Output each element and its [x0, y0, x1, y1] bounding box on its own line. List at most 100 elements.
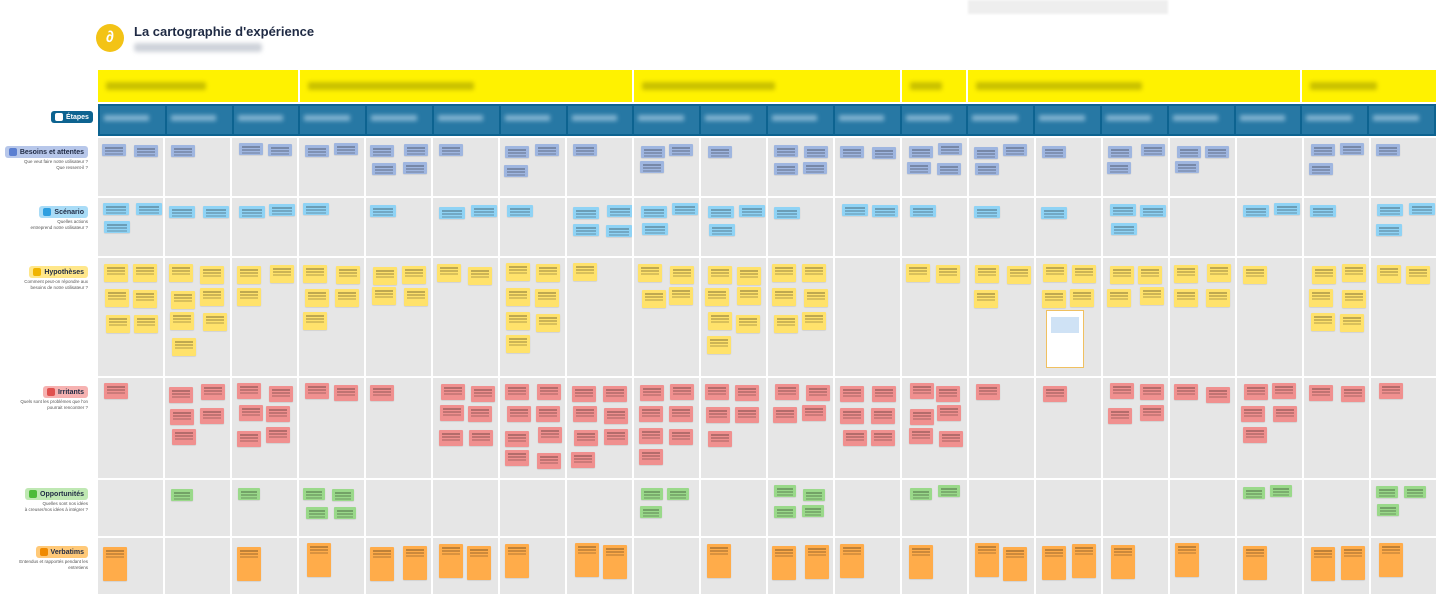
sticky-note[interactable] — [104, 221, 130, 233]
cell-opportunites-5[interactable] — [366, 480, 431, 536]
sticky-note[interactable] — [642, 223, 668, 235]
sticky-note[interactable] — [1174, 384, 1198, 400]
sticky-note[interactable] — [237, 547, 261, 581]
sticky-note[interactable] — [303, 265, 327, 283]
cell-irritants-1[interactable] — [98, 378, 163, 478]
sticky-note[interactable] — [171, 145, 195, 157]
sticky-note[interactable] — [909, 428, 933, 444]
sticky-note[interactable] — [639, 428, 663, 444]
sticky-note[interactable] — [1110, 204, 1136, 216]
cell-irritants-19[interactable] — [1304, 378, 1369, 478]
sticky-note[interactable] — [670, 266, 694, 284]
cell-hypotheses-20[interactable] — [1371, 258, 1436, 376]
cell-verbatims-4[interactable] — [299, 538, 364, 594]
sticky-note[interactable] — [804, 289, 828, 307]
cell-irritants-12[interactable] — [835, 378, 900, 478]
cell-hypotheses-4[interactable] — [299, 258, 364, 376]
sticky-note[interactable] — [909, 545, 933, 579]
sticky-note[interactable] — [469, 430, 493, 446]
sticky-note[interactable] — [506, 335, 530, 353]
sticky-note[interactable] — [103, 547, 127, 581]
cell-besoins-14[interactable] — [969, 138, 1034, 196]
sticky-note[interactable] — [1340, 143, 1364, 155]
sticky-note[interactable] — [538, 427, 562, 443]
sticky-note[interactable] — [939, 431, 963, 447]
cell-opportunites-8[interactable] — [567, 480, 632, 536]
sticky-note[interactable] — [575, 543, 599, 577]
sticky-note[interactable] — [467, 546, 491, 580]
cell-verbatims-17[interactable] — [1170, 538, 1235, 594]
sticky-note[interactable] — [1043, 386, 1067, 402]
cell-besoins-16[interactable] — [1103, 138, 1168, 196]
sticky-note[interactable] — [200, 408, 224, 424]
sticky-note[interactable] — [709, 224, 735, 236]
sticky-note[interactable] — [640, 506, 662, 518]
cell-scenario-14[interactable] — [969, 198, 1034, 256]
sticky-note[interactable] — [1110, 383, 1134, 399]
sticky-note[interactable] — [239, 405, 263, 421]
cell-besoins-5[interactable] — [366, 138, 431, 196]
sticky-note[interactable] — [975, 265, 999, 283]
cell-irritants-7[interactable] — [500, 378, 565, 478]
cell-irritants-3[interactable] — [232, 378, 297, 478]
cell-irritants-5[interactable] — [366, 378, 431, 478]
sticky-note[interactable] — [404, 288, 428, 306]
sticky-note[interactable] — [571, 452, 595, 468]
cell-hypotheses-9[interactable] — [634, 258, 699, 376]
sticky-note[interactable] — [1377, 204, 1403, 216]
cell-opportunites-6[interactable] — [433, 480, 498, 536]
sticky-note[interactable] — [1140, 405, 1164, 421]
cell-irritants-20[interactable] — [1371, 378, 1436, 478]
cell-opportunites-13[interactable] — [902, 480, 967, 536]
sticky-note[interactable] — [805, 545, 829, 579]
sticky-note[interactable] — [1140, 287, 1164, 305]
sticky-note[interactable] — [1111, 223, 1137, 235]
sticky-note[interactable] — [907, 162, 931, 174]
cell-scenario-18[interactable] — [1237, 198, 1302, 256]
sticky-note[interactable] — [200, 266, 224, 284]
sticky-note[interactable] — [506, 288, 530, 306]
cell-scenario-10[interactable] — [701, 198, 766, 256]
cell-irritants-9[interactable] — [634, 378, 699, 478]
cell-scenario-4[interactable] — [299, 198, 364, 256]
sticky-note[interactable] — [1341, 386, 1365, 402]
sticky-note[interactable] — [910, 383, 934, 399]
sticky-note[interactable] — [936, 386, 960, 402]
cell-opportunites-1[interactable] — [98, 480, 163, 536]
sticky-note[interactable] — [1377, 265, 1401, 283]
sticky-note[interactable] — [134, 145, 158, 157]
sticky-note[interactable] — [102, 144, 126, 156]
sticky-note[interactable] — [1070, 289, 1094, 307]
sticky-note[interactable] — [1243, 427, 1267, 443]
sticky-note[interactable] — [1311, 144, 1335, 156]
sticky-note[interactable] — [1243, 546, 1267, 580]
sticky-note[interactable] — [305, 383, 329, 399]
cell-scenario-2[interactable] — [165, 198, 230, 256]
sticky-note[interactable] — [1206, 289, 1230, 307]
sticky-note[interactable] — [1205, 146, 1229, 158]
sticky-note[interactable] — [1140, 205, 1166, 217]
cell-verbatims-3[interactable] — [232, 538, 297, 594]
cell-verbatims-16[interactable] — [1103, 538, 1168, 594]
sticky-note[interactable] — [1272, 383, 1296, 399]
sticky-note[interactable] — [872, 147, 896, 159]
sticky-note[interactable] — [266, 406, 290, 422]
cell-verbatims-8[interactable] — [567, 538, 632, 594]
sticky-note[interactable] — [1406, 266, 1430, 284]
cell-scenario-20[interactable] — [1371, 198, 1436, 256]
sticky-note[interactable] — [735, 385, 759, 401]
sticky-note[interactable] — [403, 546, 427, 580]
cell-scenario-5[interactable] — [366, 198, 431, 256]
sticky-note[interactable] — [802, 264, 826, 282]
sticky-note[interactable] — [772, 288, 796, 306]
sticky-note[interactable] — [1376, 144, 1400, 156]
cell-scenario-8[interactable] — [567, 198, 632, 256]
cell-opportunites-11[interactable] — [768, 480, 833, 536]
cell-besoins-3[interactable] — [232, 138, 297, 196]
sticky-note[interactable] — [133, 264, 157, 282]
sticky-note[interactable] — [370, 205, 396, 217]
cell-verbatims-10[interactable] — [701, 538, 766, 594]
cell-opportunites-9[interactable] — [634, 480, 699, 536]
cell-hypotheses-18[interactable] — [1237, 258, 1302, 376]
sticky-note[interactable] — [803, 162, 827, 174]
